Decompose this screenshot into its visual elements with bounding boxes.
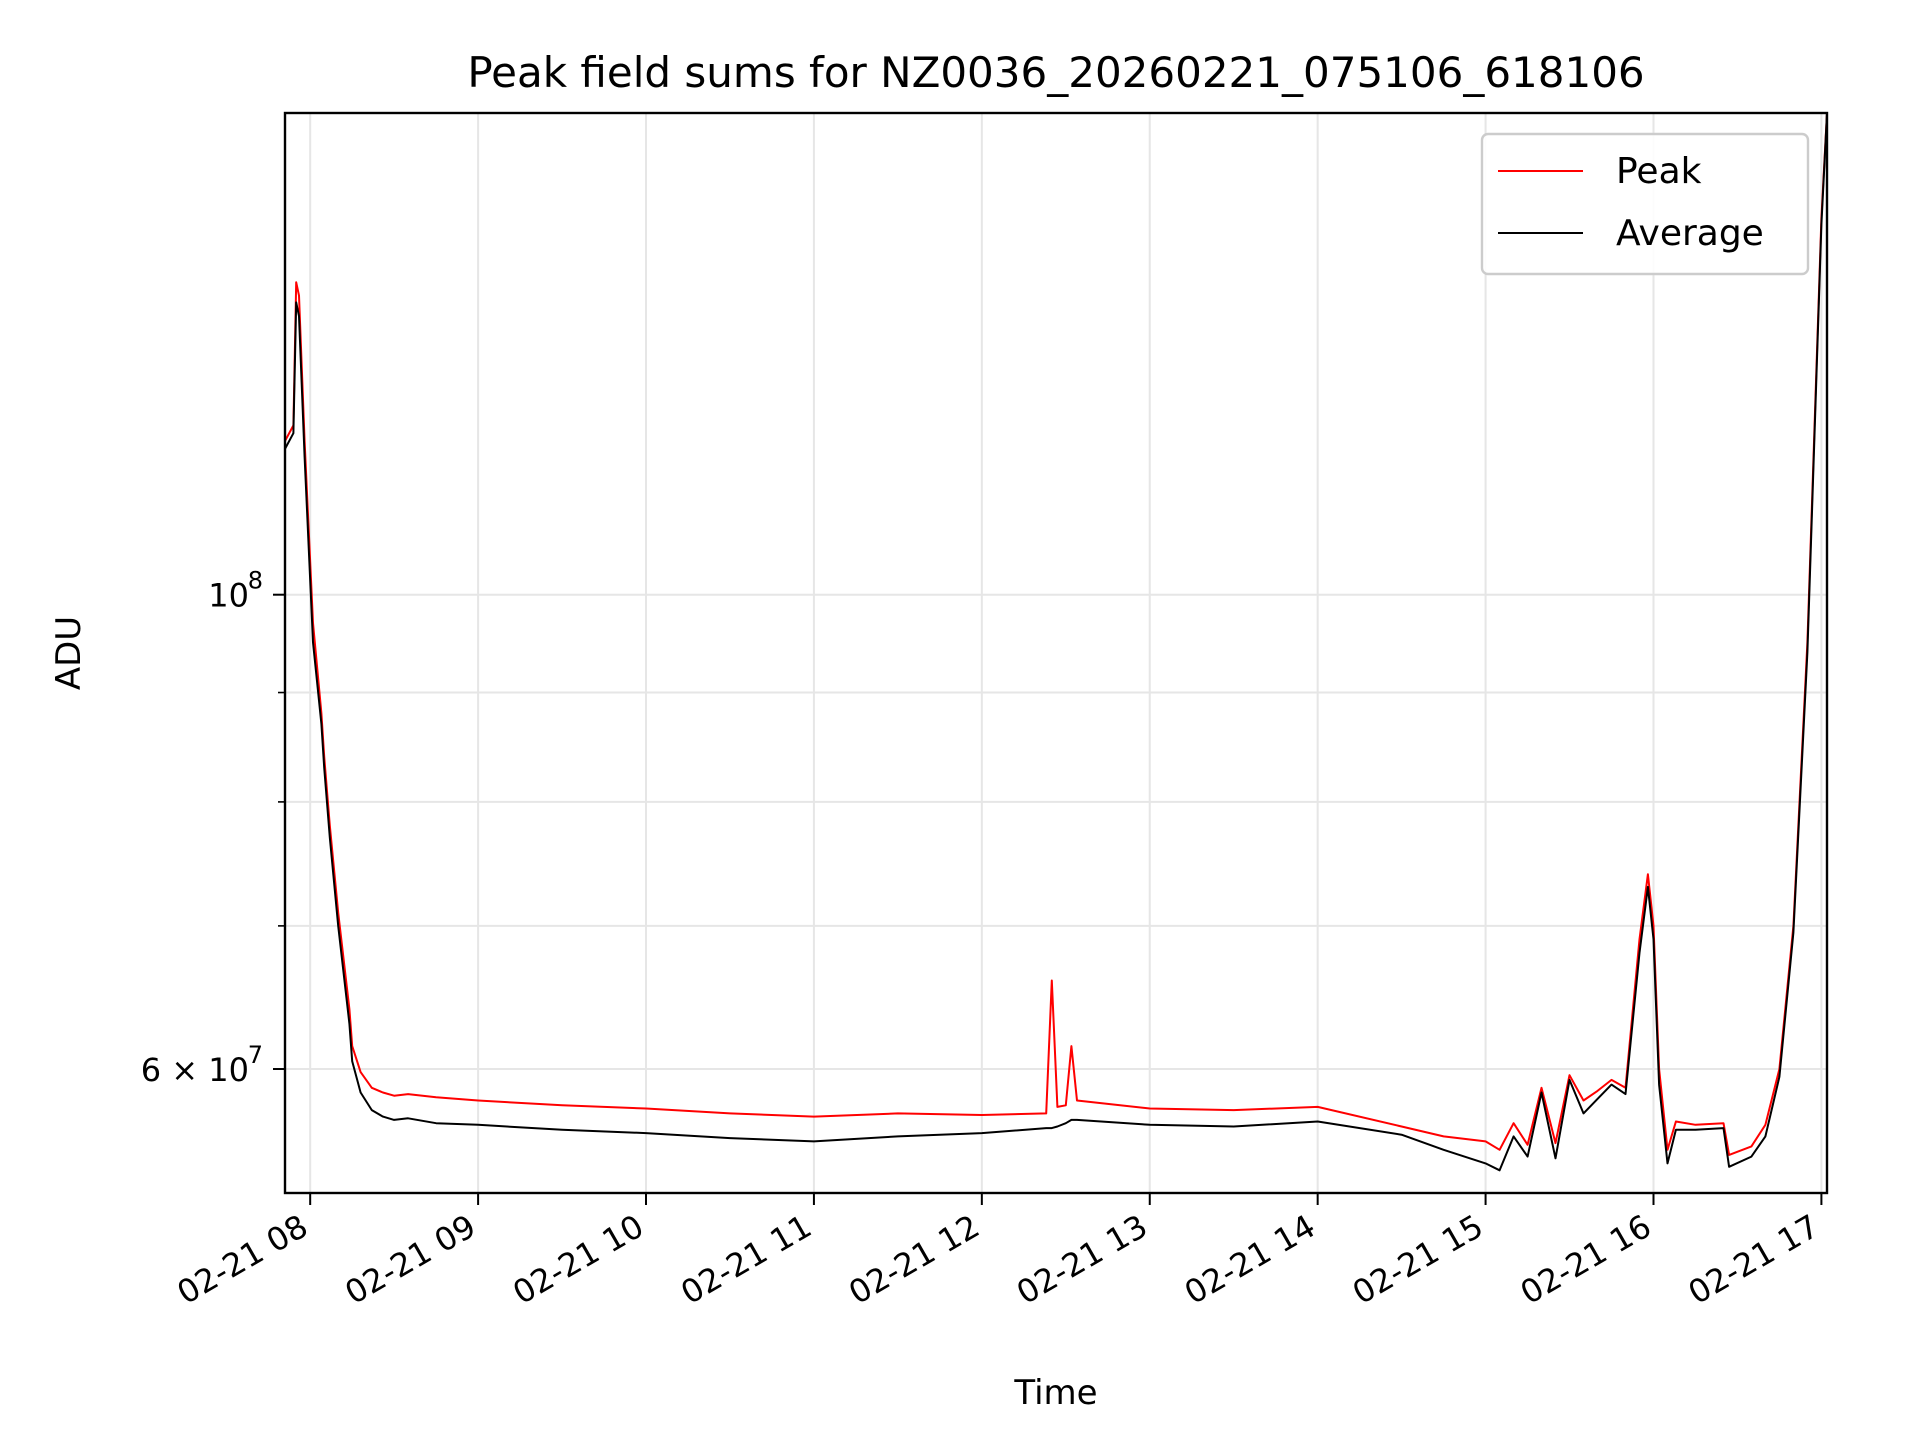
legend: Peak Average — [1480, 132, 1810, 276]
y-tick-label-exponent: 8 — [248, 567, 263, 595]
y-tick-label-base: 6 × 10 — [141, 1051, 249, 1089]
y-tick-label: 810 — [208, 567, 263, 615]
y-tick-label-base: 10 — [208, 577, 249, 615]
y-axis-label: ADU — [49, 616, 89, 690]
y-axis-ticks: 810 76 × 10 — [141, 567, 285, 1089]
y-tick-label-exponent: 7 — [248, 1041, 263, 1069]
series-line-peak — [284, 112, 1828, 1156]
plot-area-frame — [283, 111, 1829, 1195]
series-lines — [284, 112, 1828, 1172]
legend-box — [1480, 132, 1810, 276]
series-line-average — [284, 112, 1828, 1172]
chart-title: Peak field sums for NZ0036_20260221_0751… — [467, 48, 1644, 97]
legend-average-label: Average — [1616, 213, 1764, 254]
y-tick-label: 76 × 10 — [141, 1041, 263, 1089]
x-axis-label: Time — [1013, 1373, 1097, 1413]
legend-peak-label: Peak — [1616, 151, 1702, 192]
